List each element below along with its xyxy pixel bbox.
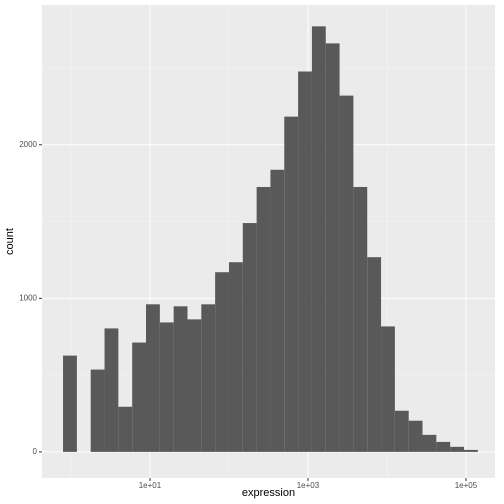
- y-tick-label: 2000: [19, 140, 37, 149]
- bar: [284, 116, 299, 452]
- x-tick-label: 1e+05: [455, 481, 478, 490]
- bar: [187, 319, 202, 452]
- bar: [270, 169, 285, 452]
- bar: [215, 272, 229, 452]
- bar: [242, 223, 257, 452]
- bar: [104, 328, 119, 452]
- bar: [173, 306, 188, 452]
- bar: [90, 369, 105, 452]
- bar: [450, 446, 465, 452]
- bar: [464, 449, 478, 452]
- bar: [381, 326, 395, 452]
- x-axis-title: expression: [242, 487, 295, 499]
- bar: [63, 355, 77, 452]
- bar: [132, 342, 147, 452]
- bar: [422, 434, 437, 452]
- bar: [394, 410, 409, 452]
- bar: [311, 26, 326, 452]
- bar: [325, 43, 340, 452]
- bar: [146, 304, 160, 452]
- y-tick-label: 0: [33, 447, 38, 456]
- bar: [159, 322, 174, 452]
- bar: [201, 304, 216, 452]
- bar: [367, 257, 382, 452]
- bar: [339, 95, 354, 452]
- bar: [228, 262, 243, 452]
- bar: [408, 420, 423, 452]
- x-tick-label: 1e+01: [139, 481, 162, 490]
- bar: [298, 71, 312, 452]
- bar: [118, 406, 133, 452]
- bar: [353, 186, 368, 452]
- x-tick-label: 1e+03: [297, 481, 320, 490]
- bar: [256, 186, 271, 452]
- y-axis-title: count: [4, 228, 16, 255]
- y-tick-label: 1000: [19, 293, 37, 302]
- bar: [436, 441, 451, 452]
